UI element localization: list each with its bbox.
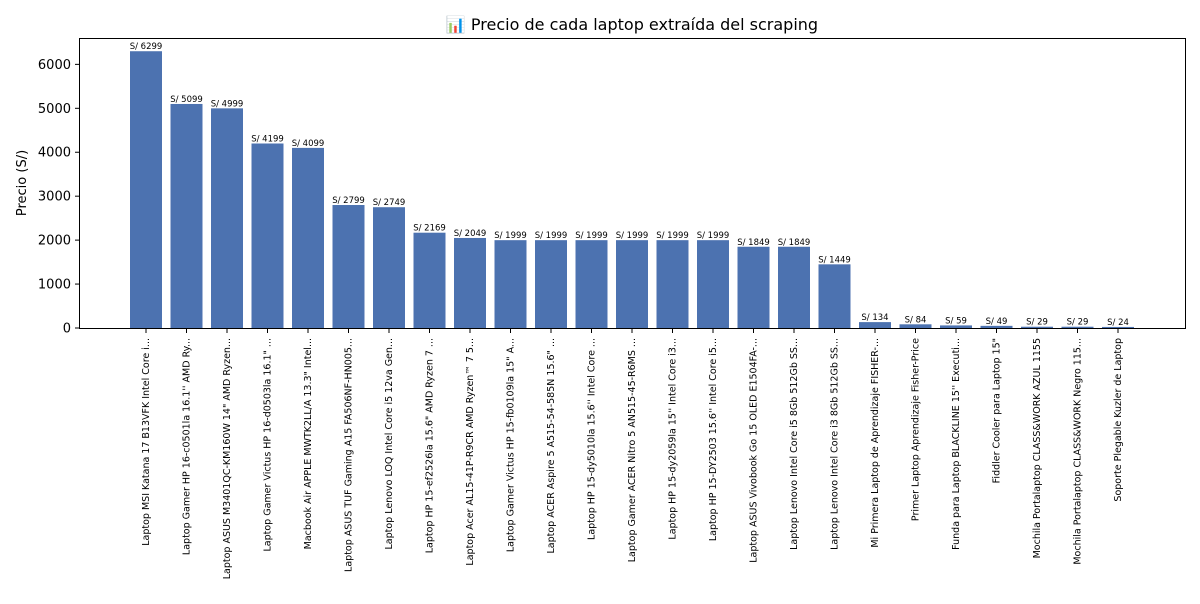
chart-title: 📊 Precio de cada laptop extraída del scr…: [446, 15, 818, 34]
y-tick-label: 6000: [38, 58, 71, 73]
y-tick-label: 0: [63, 322, 71, 337]
plot-frame: [79, 38, 1186, 329]
x-tick-label: Macbook Air APPLE MWTK2LL/A 13.3" Intel.…: [303, 338, 314, 549]
bar-value-label: S/ 1999: [616, 231, 649, 241]
bar: [292, 147, 324, 328]
bar: [332, 205, 365, 328]
bar-value-label: S/ 2749: [373, 198, 406, 208]
x-tick-label: Laptop Gamer Victus HP 16-d0503la 16.1" …: [263, 338, 274, 552]
bar-value-label: S/ 1999: [656, 231, 689, 241]
x-tick-label: Laptop HP 15-dy2059la 15'' Intel Core i3…: [668, 338, 679, 540]
bar: [980, 325, 1013, 328]
y-axis: 0 1000 2000 3000 4000 5000 6000: [38, 58, 80, 337]
bar: [170, 103, 203, 328]
bar-value-label: S/ 1999: [494, 231, 527, 241]
x-tick-label: Mi Primera Laptop de Aprendizaje FISHER-…: [870, 338, 881, 548]
bar: [899, 324, 932, 328]
x-tick-label: Laptop Lenovo LOQ Intel Core i5 12va Gen…: [384, 338, 395, 550]
x-tick-label: Laptop HP 15-DY2503 15.6'' Intel Core i5…: [708, 338, 719, 541]
bar-value-label: S/ 59: [945, 316, 967, 326]
x-tick-label: Laptop ASUS Vivobook Go 15 OLED E1504FA-…: [749, 338, 760, 563]
bar-value-label: S/ 1999: [535, 231, 568, 241]
bar-value-label: S/ 2049: [454, 229, 487, 239]
bar: [859, 322, 891, 328]
x-tick-label: Funda para Laptop BLACKLINE 15'' Executi…: [951, 338, 962, 550]
bar: [130, 51, 162, 328]
bar-value-label: S/ 2799: [332, 196, 365, 206]
y-tick-label: 5000: [38, 102, 71, 117]
bar: [616, 240, 648, 328]
bar: [737, 246, 770, 328]
x-tick-label: Laptop HP 15-dy5010la 15.6'' Intel Core …: [587, 338, 598, 540]
bar: [818, 264, 851, 328]
bar: [697, 240, 729, 328]
bar: [940, 325, 972, 328]
x-tick-label: Laptop ASUS TUF Gaming A15 FA506NF-HN005…: [344, 338, 355, 572]
bar-value-label: S/ 29: [1026, 318, 1048, 328]
bar-value-label: S/ 1449: [818, 255, 851, 265]
x-tick-label: Soporte Plegable Kuzler de Laptop: [1113, 338, 1124, 502]
bar-value-label: S/ 5099: [170, 95, 203, 105]
bar: [373, 207, 405, 328]
bar-value-label: S/ 134: [861, 313, 888, 323]
bar: [1021, 326, 1053, 328]
bar: [494, 240, 527, 328]
bar: [575, 240, 608, 328]
bar: [656, 240, 689, 328]
x-axis: Laptop MSI Katana 17 B13VFK Intel Core i…: [141, 328, 1124, 579]
bar-value-label: S/ 1999: [575, 231, 608, 241]
bars: [130, 51, 1134, 328]
bar: [251, 143, 284, 328]
bar-value-label: S/ 1849: [737, 238, 770, 248]
bar-value-label: S/ 24: [1107, 318, 1129, 328]
bar-value-label: S/ 6299: [130, 42, 163, 52]
x-tick-label: Laptop Acer AL15-41P-R9CR AMD Ryzen™ 7 5…: [465, 338, 476, 566]
x-tick-label: Laptop ACER Aspire 5 A515-54-585N 15.6" …: [546, 338, 557, 554]
bar: [535, 240, 567, 328]
x-tick-label: Laptop HP 15-ef2526la 15.6" AMD Ryzen 7 …: [425, 338, 436, 553]
bar-value-label: S/ 84: [905, 315, 927, 325]
bar: [413, 232, 446, 328]
x-tick-label: Laptop Gamer Victus HP 15-fb0109la 15" A…: [506, 338, 517, 552]
y-tick-label: 1000: [38, 278, 71, 293]
bar-value-label: S/ 2169: [413, 224, 446, 234]
bar-value-label: S/ 29: [1067, 318, 1089, 328]
bar: [1102, 326, 1134, 328]
x-tick-label: Laptop Gamer HP 16-c0501la 16.1'' AMD Ry…: [182, 338, 193, 555]
x-tick-label: Primer Laptop Aprendizaje Fisher-Price: [911, 338, 922, 521]
bar-value-label: S/ 1849: [778, 238, 811, 248]
y-tick-label: 2000: [38, 234, 71, 249]
bar-value-label: S/ 4199: [251, 134, 284, 144]
x-tick-label: Laptop ASUS M3401QC-KM160W 14" AMD Ryzen…: [222, 338, 233, 579]
bar-value-label: S/ 1999: [697, 231, 730, 241]
bar: [1061, 326, 1094, 328]
y-axis-label: Precio (S/): [15, 150, 30, 216]
bar-value-label: S/ 4999: [211, 99, 244, 109]
x-tick-label: Laptop Lenovo Intel Core i3 8Gb 512Gb SS…: [830, 338, 841, 550]
value-labels: S/ 6299 S/ 5099 S/ 4999 S/ 4199 S/ 4099 S/ 27…: [130, 42, 1129, 328]
bar: [454, 237, 486, 328]
x-tick-label: Laptop MSI Katana 17 B13VFK Intel Core i…: [141, 338, 152, 546]
x-tick-label: Laptop Gamer ACER Nitro 5 AN515-45-R6MS …: [627, 338, 638, 562]
x-tick-label: Laptop Lenovo Intel Core i5 8Gb 512Gb SS…: [789, 338, 800, 550]
bar-value-label: S/ 4099: [292, 139, 325, 149]
x-tick-label: Fiddler Cooler para Laptop 15": [992, 338, 1003, 483]
y-tick-label: 4000: [38, 146, 71, 161]
bar: [778, 246, 810, 328]
bar: [211, 108, 243, 328]
x-tick-label: Mochila Portalaptop CLASS&WORK AZUL 1155: [1032, 338, 1043, 558]
y-tick-label: 3000: [38, 190, 71, 205]
bar-value-label: S/ 49: [986, 317, 1008, 327]
x-tick-label: Mochila Portalaptop CLASS&WORK Negro 115…: [1073, 338, 1084, 565]
